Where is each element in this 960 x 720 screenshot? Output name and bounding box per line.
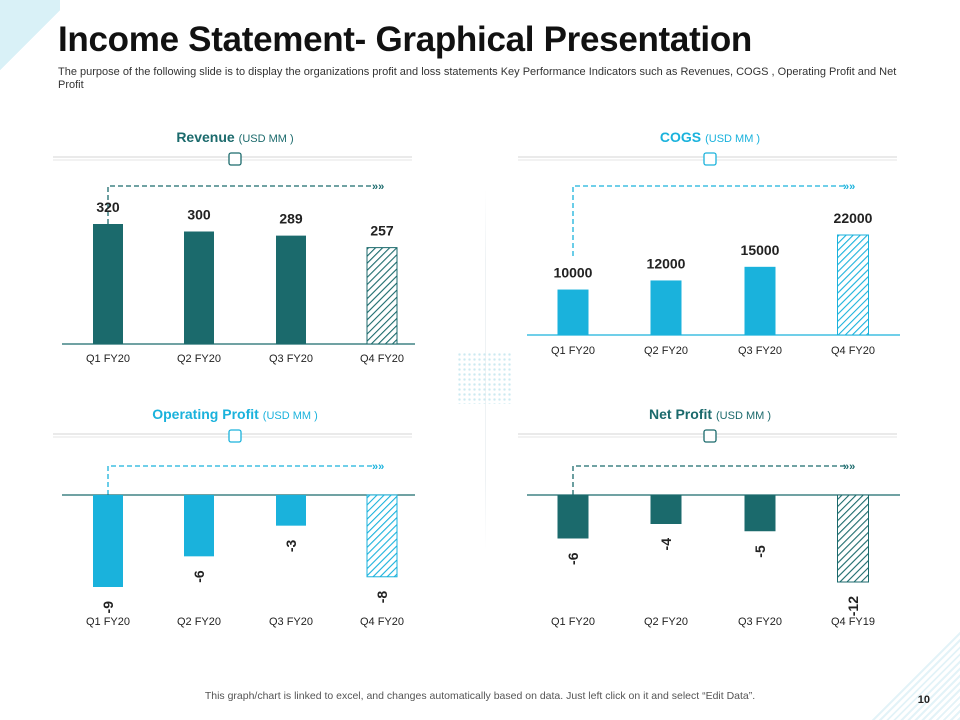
category-label: Q1 FY20 bbox=[551, 345, 595, 357]
bar-q2-fy20 bbox=[184, 495, 214, 557]
category-label: Q3 FY20 bbox=[738, 616, 782, 628]
bar-q2-fy20 bbox=[184, 231, 214, 344]
bar-q4-fy20 bbox=[366, 494, 398, 578]
data-label: 22000 bbox=[834, 210, 873, 226]
category-label: Q3 FY20 bbox=[738, 345, 782, 357]
category-label: Q3 FY20 bbox=[269, 353, 313, 365]
corner-decoration bbox=[0, 0, 60, 80]
bar-q3-fy20 bbox=[744, 266, 776, 335]
bar-q1-fy20 bbox=[557, 289, 589, 335]
dashed-connector bbox=[572, 465, 845, 495]
chart-svg: Revenue (USD MM ) »» 320 Q1 FY20 300 Q2 FY20 28… bbox=[53, 129, 415, 365]
chart-svg: COGS (USD MM ) »» 10000 Q1 FY20 12000 Q2 FY20 1… bbox=[518, 129, 900, 357]
bar-q4-fy20 bbox=[366, 247, 398, 345]
operating-profit-chart[interactable]: Operating Profit (USD MM ) »» -9 Q1 FY20 -6 Q2… bbox=[50, 397, 420, 657]
data-label: 12000 bbox=[647, 255, 686, 271]
bar-q1-fy20 bbox=[557, 495, 589, 539]
double-arrow-icon: »» bbox=[372, 461, 384, 473]
bar-q1-fy20 bbox=[93, 224, 123, 344]
data-label: 15000 bbox=[741, 242, 780, 258]
double-arrow-icon: »» bbox=[372, 181, 384, 193]
chart-title-text: Net Profit bbox=[649, 406, 712, 422]
data-label: -6 bbox=[191, 570, 207, 583]
category-label: Q2 FY20 bbox=[644, 345, 688, 357]
revenue-chart[interactable]: Revenue (USD MM ) »» 320 Q1 FY20 300 Q2 FY20 28… bbox=[50, 120, 420, 380]
chart-svg: Operating Profit (USD MM ) »» -9 Q1 FY20 -6 Q2… bbox=[53, 406, 415, 628]
data-label: -8 bbox=[374, 591, 390, 604]
data-label: 320 bbox=[96, 199, 120, 215]
double-arrow-icon: »» bbox=[843, 181, 855, 193]
data-label: -4 bbox=[658, 538, 674, 551]
category-label: Q4 FY20 bbox=[360, 353, 404, 365]
category-label: Q2 FY20 bbox=[177, 616, 221, 628]
bar-q2-fy20 bbox=[650, 495, 682, 524]
chart-title-text: COGS bbox=[660, 129, 701, 145]
dashed-connector bbox=[107, 185, 374, 256]
cogs-chart[interactable]: COGS (USD MM ) »» 10000 Q1 FY20 12000 Q2 FY20 1… bbox=[515, 120, 905, 380]
bar-q4-fy20 bbox=[837, 234, 869, 336]
chart-unit-text: (USD MM ) bbox=[263, 410, 318, 422]
chart-svg: Net Profit (USD MM ) »» -6 Q1 FY20 -4 Q2 FY20 -… bbox=[518, 406, 900, 628]
chart-unit-text: (USD MM ) bbox=[705, 133, 760, 145]
divider-square-marker bbox=[703, 429, 717, 443]
bar-q3-fy20 bbox=[276, 235, 306, 344]
data-label: -12 bbox=[845, 596, 861, 616]
data-label: 257 bbox=[370, 223, 394, 239]
bar-q3-fy20 bbox=[276, 495, 306, 526]
data-label: -6 bbox=[565, 552, 581, 565]
chart-title: Operating Profit (USD MM ) bbox=[152, 406, 318, 422]
dashed-connector bbox=[572, 185, 845, 256]
category-label: Q2 FY20 bbox=[177, 353, 221, 365]
category-label: Q4 FY20 bbox=[831, 345, 875, 357]
category-label: Q1 FY20 bbox=[86, 353, 130, 365]
bar-q4-fy19 bbox=[837, 494, 869, 583]
page-number: 10 bbox=[917, 694, 930, 706]
bar-q2-fy20 bbox=[650, 280, 682, 335]
double-arrow-icon: »» bbox=[843, 461, 855, 473]
category-label: Q3 FY20 bbox=[269, 616, 313, 628]
chart-title: Revenue (USD MM ) bbox=[176, 129, 293, 145]
category-label: Q4 FY19 bbox=[831, 616, 875, 628]
data-label: 300 bbox=[187, 207, 211, 223]
bar-q1-fy20 bbox=[93, 495, 123, 587]
data-label: -9 bbox=[100, 601, 116, 614]
divider-square-marker bbox=[228, 429, 242, 443]
chart-unit-text: (USD MM ) bbox=[716, 410, 771, 422]
chart-title-text: Operating Profit bbox=[152, 406, 259, 422]
chart-unit-text: (USD MM ) bbox=[239, 133, 294, 145]
bar-q3-fy20 bbox=[744, 495, 776, 532]
data-label: -5 bbox=[752, 545, 768, 558]
category-label: Q4 FY20 bbox=[360, 616, 404, 628]
category-label: Q1 FY20 bbox=[86, 616, 130, 628]
divider-square-marker bbox=[228, 152, 242, 166]
page-title: Income Statement- Graphical Presentation bbox=[58, 20, 753, 59]
footer-note: This graph/chart is linked to excel, and… bbox=[204, 690, 756, 702]
data-label: 289 bbox=[279, 211, 303, 227]
category-label: Q1 FY20 bbox=[551, 616, 595, 628]
chart-title-text: Revenue bbox=[176, 129, 235, 145]
page-subtitle: The purpose of the following slide is to… bbox=[58, 66, 897, 91]
data-label: -3 bbox=[283, 539, 299, 552]
category-label: Q2 FY20 bbox=[644, 616, 688, 628]
chart-title: COGS (USD MM ) bbox=[660, 129, 760, 145]
data-label: 10000 bbox=[554, 265, 593, 281]
dashed-connector bbox=[107, 465, 374, 495]
net-profit-chart[interactable]: Net Profit (USD MM ) »» -6 Q1 FY20 -4 Q2 FY20 -… bbox=[515, 397, 905, 657]
divider-square-marker bbox=[703, 152, 717, 166]
chart-title: Net Profit (USD MM ) bbox=[649, 406, 771, 422]
dot-pattern-decoration bbox=[457, 352, 512, 404]
